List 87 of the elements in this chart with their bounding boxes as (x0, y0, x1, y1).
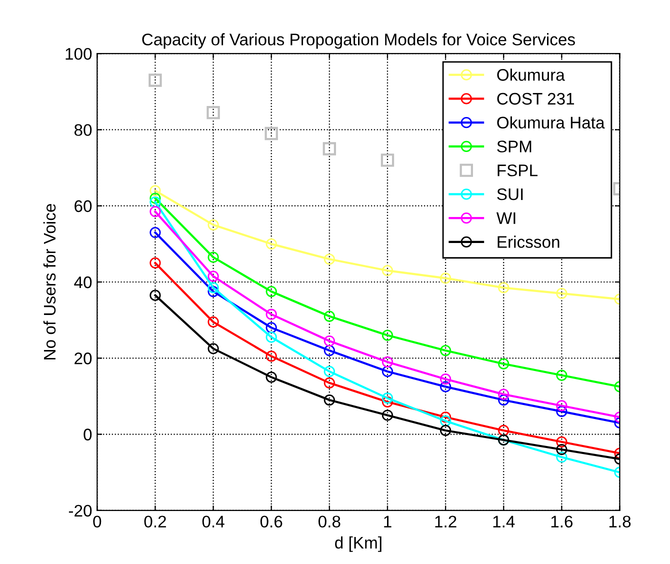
legend-label: Okumura (497, 68, 565, 81)
x-tick-label: 1.8 (609, 516, 631, 528)
point (440, 415, 452, 427)
point (208, 343, 219, 354)
point (206, 106, 220, 120)
point (264, 126, 278, 140)
x-tick-label: 0 (93, 516, 102, 528)
point (266, 286, 277, 298)
point (440, 272, 452, 284)
point (150, 206, 161, 218)
x-tick-label: 0.6 (260, 516, 282, 528)
x-tick-label: 1.6 (551, 516, 573, 528)
x-tick-label: 1.2 (435, 516, 456, 528)
point (266, 350, 277, 362)
point (498, 282, 510, 294)
point (498, 358, 510, 370)
y-tick-label: 40 (74, 276, 92, 288)
legend-label: SPM (497, 140, 532, 152)
point (324, 377, 335, 388)
legend-label: SUI (497, 188, 523, 200)
legend-label: Okumura Hata (497, 116, 605, 129)
point (556, 400, 568, 412)
point (266, 372, 277, 383)
point (208, 282, 219, 294)
point (440, 424, 452, 436)
chart-title: Capacity of Various Propogation Models for Voice Services (142, 33, 575, 49)
x-tick-label: 0.8 (318, 516, 340, 528)
x-tick-label: 0.2 (144, 516, 166, 528)
y-tick-label: 100 (66, 48, 92, 60)
point (324, 344, 335, 356)
point (322, 142, 336, 156)
point (266, 322, 277, 334)
point (556, 444, 568, 456)
point (208, 316, 219, 328)
y-tick-label: 0 (84, 428, 92, 440)
point (380, 154, 394, 167)
point (382, 396, 394, 408)
point (382, 410, 394, 421)
point (266, 238, 277, 250)
point (324, 366, 335, 378)
point (382, 265, 394, 276)
point (324, 394, 335, 406)
point (150, 290, 161, 301)
y-tick-label: 80 (74, 124, 92, 136)
y-tick-label: -20 (68, 504, 92, 517)
point (382, 356, 394, 368)
legend-label: Ericsson (498, 236, 560, 248)
y-axis-title: No of Users for Voice (43, 204, 56, 360)
x-tick-label: 0.4 (202, 516, 224, 528)
point (208, 270, 219, 282)
legend-label: WI (496, 212, 516, 224)
point (208, 219, 219, 230)
point (498, 388, 510, 400)
point (324, 254, 335, 265)
point (266, 332, 277, 343)
legend-label: COST 231 (497, 92, 574, 105)
point (208, 286, 219, 298)
point (556, 406, 568, 417)
point (382, 366, 394, 378)
point (150, 226, 161, 238)
point (556, 452, 568, 463)
point (382, 392, 394, 404)
point (498, 424, 510, 436)
x-tick-label: 1 (384, 516, 392, 528)
point (150, 192, 161, 204)
point (556, 436, 568, 448)
point (440, 374, 452, 385)
point (440, 344, 452, 356)
point (440, 381, 452, 392)
x-axis-title: d [Km] (335, 536, 382, 552)
point (208, 252, 219, 263)
legend-label: FSPL (498, 164, 538, 176)
point (150, 257, 161, 269)
point (556, 288, 568, 299)
point (324, 335, 335, 347)
point (148, 74, 162, 87)
point (498, 394, 510, 406)
point (440, 412, 452, 423)
point (266, 308, 277, 320)
point (150, 196, 161, 208)
x-tick-label: 1.4 (493, 516, 515, 528)
point (382, 330, 394, 341)
point (150, 185, 161, 196)
point (556, 370, 568, 381)
y-tick-label: 60 (74, 200, 92, 212)
y-tick-label: 20 (74, 352, 92, 364)
point (324, 310, 335, 322)
